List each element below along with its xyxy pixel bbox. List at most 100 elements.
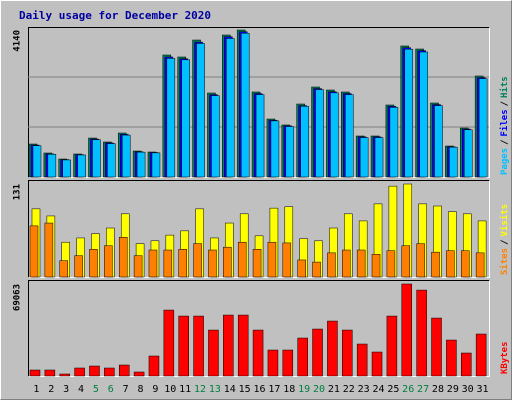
x-tick-label: 31 [477,384,489,395]
x-tick-label: 17 [268,384,280,395]
bar [196,43,205,178]
bar [449,146,458,178]
bar [356,249,366,278]
bar [252,329,264,377]
bar [118,364,130,377]
bar [193,243,202,278]
legend-entry: Files [499,109,510,136]
bar [47,154,57,178]
bar [434,105,443,178]
x-tick-label: 22 [343,384,355,395]
bar [478,78,488,178]
bar [446,339,457,377]
bar [300,106,309,178]
bar [44,369,56,377]
panel-border [28,27,490,178]
bar [386,315,398,377]
bar [178,249,187,278]
legend-entry: KBytes [500,341,510,374]
bar [297,337,308,377]
bar [356,343,368,377]
bar [29,369,41,377]
x-tick-label: 13 [209,384,221,395]
bar [211,95,220,178]
bar [104,367,115,377]
legend: Pages / Files / Hits [499,76,510,175]
x-tick-label: 29 [447,384,459,395]
bar [282,349,294,377]
legend-separator: / [500,101,510,106]
bar [419,51,428,178]
x-tick-label: 23 [358,384,370,395]
bar [342,329,353,377]
panel-border [28,180,490,278]
bar [166,58,176,178]
x-tick-label: 27 [417,384,429,395]
x-tick-label: 6 [108,384,114,395]
x-tick-label: 15 [239,384,251,395]
bar [74,255,83,278]
bar [240,32,250,178]
bar [133,255,143,278]
bar [461,250,470,278]
bar [297,259,306,278]
bar [312,328,323,377]
bar [416,289,427,377]
x-tick-label: 5 [93,384,99,395]
bar [359,137,369,178]
bar [285,126,295,178]
bar [89,365,100,377]
legend-entry: Visits [499,204,510,237]
bar [431,251,440,278]
bar [89,249,98,278]
bar [74,367,85,377]
bar [77,154,86,178]
x-tick-label: 18 [283,384,295,395]
bar [446,250,455,278]
x-tick-label: 12 [194,384,206,395]
bar [136,151,146,178]
bar [475,333,487,377]
bar [59,373,70,377]
bar [475,252,485,278]
bar [226,38,235,178]
bar [371,351,383,377]
bar [464,129,473,178]
x-tick-label: 4 [78,384,84,395]
legend-entry: Sites [499,248,510,275]
bar [267,241,277,278]
x-tick-label: 24 [372,384,384,395]
bar [404,48,414,178]
bar [345,94,354,178]
bar [148,355,160,377]
bar [118,236,128,278]
legend-separator: / [500,239,510,244]
bar [121,134,131,178]
x-tick-label: 28 [432,384,444,395]
x-tick-label: 19 [298,384,310,395]
bar [59,260,68,278]
bar [32,145,42,178]
x-tick-label: 25 [387,384,399,395]
bar [178,315,189,377]
x-tick-label: 30 [462,384,474,395]
bar [327,320,338,377]
bar [327,252,336,278]
x-tick-label: 20 [313,384,325,395]
bar [104,245,113,278]
bar [133,371,145,377]
bar [252,249,262,278]
bar [401,283,413,377]
panel-border [28,280,490,377]
bar [151,152,161,178]
bar [374,137,384,178]
bar [315,89,324,178]
bar [342,249,351,278]
bar [270,120,280,178]
x-tick-label: 7 [123,384,129,395]
bar [163,309,175,377]
bar [148,249,158,278]
x-tick-label: 1 [33,384,39,395]
bar [208,249,217,278]
